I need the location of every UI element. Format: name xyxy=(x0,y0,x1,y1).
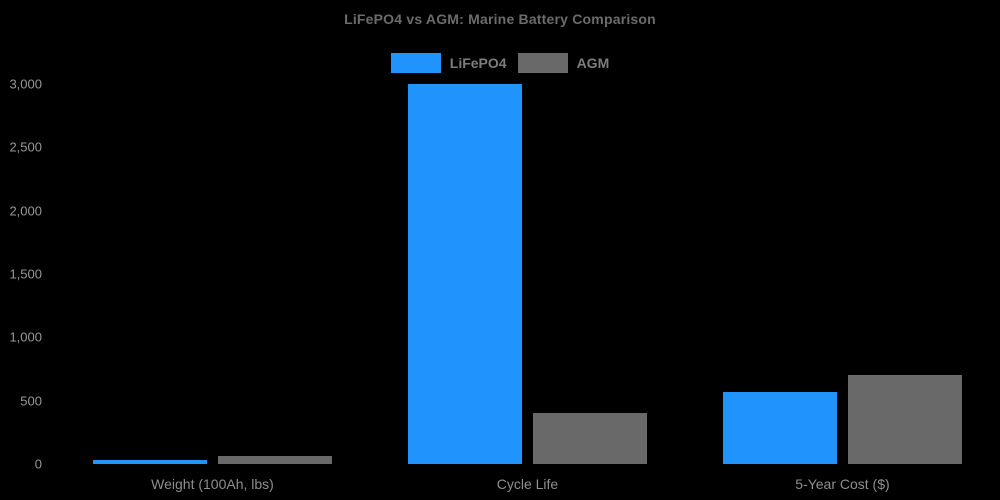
x-category-label: Weight (100Ah, lbs) xyxy=(151,476,274,492)
bar-group-cycle-life xyxy=(370,0,685,464)
bar-lifepo4-5-year-cost[interactable] xyxy=(722,392,837,464)
y-tick-label: 1,000 xyxy=(9,329,42,345)
y-axis: 0 500 1,000 1,500 2,000 2,500 3,000 xyxy=(0,0,45,500)
plot-area xyxy=(55,0,1000,464)
legend-swatch-agm xyxy=(517,53,568,73)
legend-item-agm[interactable]: AGM xyxy=(517,53,610,73)
legend: LiFePO4 AGM xyxy=(0,53,1000,73)
y-tick-label: 2,500 xyxy=(9,139,42,155)
legend-label: LiFePO4 xyxy=(449,55,507,71)
legend-item-lifepo4[interactable]: LiFePO4 xyxy=(390,53,507,73)
bar-agm-cycle-life[interactable] xyxy=(532,413,647,464)
x-category-label: Cycle Life xyxy=(496,476,559,492)
legend-label: AGM xyxy=(576,55,610,71)
bar-agm-5-year-cost[interactable] xyxy=(847,375,962,464)
x-category-label: 5-Year Cost ($) xyxy=(795,476,890,492)
y-tick-label: 0 xyxy=(34,456,42,472)
bar-group-weight-100ah-lbs xyxy=(55,0,370,464)
y-tick-label: 500 xyxy=(20,393,42,409)
legend-swatch-lifepo4 xyxy=(390,53,441,73)
y-tick-label: 1,500 xyxy=(9,266,42,282)
bar-lifepo4-weight-100ah-lbs[interactable] xyxy=(92,460,207,464)
bar-lifepo4-cycle-life[interactable] xyxy=(407,84,522,464)
y-tick-label: 3,000 xyxy=(9,76,42,92)
y-tick-label: 2,000 xyxy=(9,203,42,219)
x-axis: Weight (100Ah, lbs) Cycle Life 5-Year Cost… xyxy=(55,476,1000,492)
bar-group-5-year-cost xyxy=(685,0,1000,464)
bar-agm-weight-100ah-lbs[interactable] xyxy=(217,456,332,464)
chart-title: LiFePO4 vs AGM: Marine Battery Compariso… xyxy=(344,11,656,27)
